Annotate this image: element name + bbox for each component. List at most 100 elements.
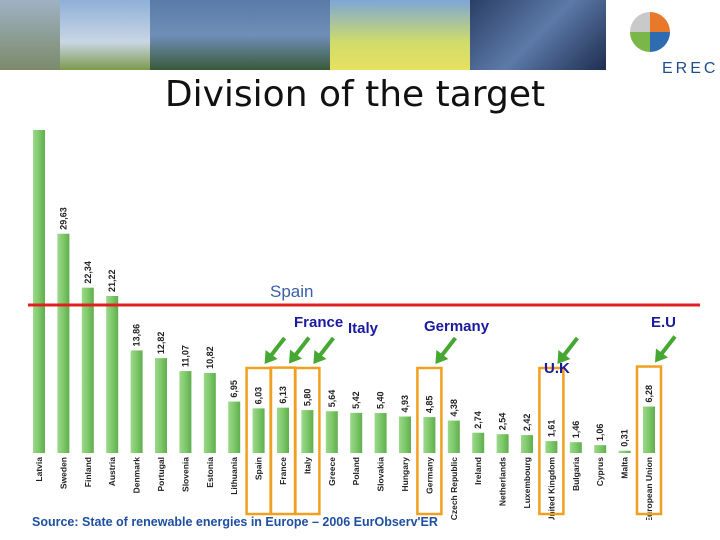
category-label-poland: Poland bbox=[351, 457, 361, 485]
value-label-greece: 5,64 bbox=[327, 390, 337, 408]
bar-czech-republic bbox=[447, 420, 460, 453]
value-label-denmark: 13,86 bbox=[132, 324, 142, 347]
source-note: Source: State of renewable energies in E… bbox=[32, 515, 438, 529]
value-label-estonia: 10,82 bbox=[205, 346, 215, 369]
annotation-france: France bbox=[294, 314, 343, 331]
category-label-netherlands: Netherlands bbox=[498, 457, 508, 506]
category-label-latvia: Latvia bbox=[34, 457, 44, 482]
value-label-italy: 5,80 bbox=[302, 389, 312, 407]
category-label-sweden: Sweden bbox=[58, 457, 68, 489]
bar-france bbox=[277, 407, 289, 453]
annotation-uk: U.K bbox=[544, 360, 570, 377]
header-banner-image bbox=[0, 0, 606, 70]
value-label-netherlands: 2,54 bbox=[498, 413, 508, 431]
category-label-germany: Germany bbox=[424, 457, 434, 494]
category-label-ireland: Ireland bbox=[473, 457, 483, 485]
bar-netherlands bbox=[496, 434, 509, 453]
bar-poland bbox=[350, 412, 363, 453]
renewable-share-chart: 44,13Latvia29,63Sweden22,34Finland21,22A… bbox=[28, 130, 700, 520]
bar-latvia bbox=[33, 130, 45, 454]
bar-hungary bbox=[399, 416, 411, 453]
bar-european-union bbox=[643, 406, 655, 453]
bar-spain bbox=[252, 408, 265, 453]
bar-bulgaria bbox=[569, 442, 582, 453]
category-label-slovakia: Slovakia bbox=[376, 457, 386, 492]
category-label-bulgaria: Bulgaria bbox=[571, 457, 581, 491]
value-label-czech-republic: 4,38 bbox=[449, 399, 459, 417]
value-label-united-kingdom: 1,61 bbox=[546, 420, 556, 438]
value-label-hungary: 4,93 bbox=[400, 395, 410, 413]
arrow-icon-european-union bbox=[655, 335, 677, 363]
bar-portugal bbox=[155, 358, 167, 453]
annotation-spain: Spain bbox=[270, 282, 313, 301]
value-label-malta: 0,31 bbox=[620, 429, 630, 447]
category-label-lithuania: Lithuania bbox=[229, 457, 239, 495]
bar-denmark bbox=[130, 350, 143, 453]
category-label-united-kingdom: United Kingdom bbox=[546, 457, 556, 520]
arrow-icon-spain bbox=[264, 336, 287, 364]
value-label-bulgaria: 1,46 bbox=[571, 421, 581, 439]
category-label-slovenia: Slovenia bbox=[180, 457, 190, 492]
bar-germany bbox=[423, 417, 436, 453]
bar-austria bbox=[106, 295, 119, 453]
value-label-portugal: 12,82 bbox=[156, 332, 166, 355]
arrow-icon-united-kingdom bbox=[557, 336, 579, 364]
category-label-france: France bbox=[278, 457, 288, 485]
bar-greece bbox=[325, 411, 338, 453]
category-label-european-union: European Union bbox=[644, 457, 654, 520]
category-label-estonia: Estonia bbox=[205, 457, 215, 488]
erec-emblem-icon bbox=[630, 12, 670, 52]
bar-cyprus bbox=[594, 445, 607, 453]
value-label-european-union: 6,28 bbox=[644, 385, 654, 403]
bar-sweden bbox=[57, 233, 70, 453]
highlight-box-european-union bbox=[635, 365, 663, 516]
bar-ireland bbox=[472, 432, 485, 453]
value-label-slovakia: 5,40 bbox=[376, 392, 386, 410]
value-label-slovenia: 11,07 bbox=[180, 345, 190, 367]
highlight-box-united-kingdom bbox=[538, 366, 565, 516]
annotation-germany: Germany bbox=[424, 318, 490, 335]
category-label-finland: Finland bbox=[83, 457, 93, 487]
arrow-icon-france bbox=[289, 336, 311, 364]
category-label-hungary: Hungary bbox=[400, 457, 410, 492]
bar-united-kingdom bbox=[545, 441, 558, 453]
value-label-finland: 22,34 bbox=[83, 261, 93, 284]
category-label-czech-republic: Czech Republic bbox=[449, 457, 459, 520]
bar-estonia bbox=[203, 372, 216, 453]
bar-italy bbox=[301, 410, 314, 453]
arrow-icon-italy bbox=[313, 336, 335, 364]
bar-slovenia bbox=[179, 371, 192, 453]
logo-text: EREC bbox=[662, 60, 719, 77]
value-label-ireland: 2,74 bbox=[473, 411, 483, 429]
annotation-eu: E.U bbox=[651, 314, 676, 331]
category-label-portugal: Portugal bbox=[156, 457, 166, 491]
value-label-poland: 5,42 bbox=[351, 391, 361, 409]
value-label-spain: 6,03 bbox=[254, 387, 264, 405]
value-label-france: 6,13 bbox=[278, 386, 288, 404]
highlight-box-italy bbox=[294, 366, 321, 516]
erec-logo: EREC bbox=[626, 12, 716, 82]
value-label-sweden: 29,63 bbox=[58, 207, 68, 230]
annotation-italy: Italy bbox=[348, 320, 379, 337]
bar-malta bbox=[618, 450, 631, 453]
category-label-malta: Malta bbox=[620, 457, 630, 479]
bar-lithuania bbox=[228, 401, 241, 453]
bar-luxembourg bbox=[521, 435, 533, 453]
category-label-spain: Spain bbox=[254, 457, 264, 480]
category-label-denmark: Denmark bbox=[132, 457, 142, 494]
highlight-box-germany bbox=[416, 366, 443, 516]
annotations-layer: Spain France Italy Germany U.K E.U bbox=[264, 282, 677, 377]
value-label-germany: 4,85 bbox=[424, 396, 434, 414]
bar-finland bbox=[81, 287, 94, 453]
value-label-lithuania: 6,95 bbox=[229, 380, 239, 398]
category-label-italy: Italy bbox=[302, 457, 312, 474]
value-label-luxembourg: 2,42 bbox=[522, 414, 532, 432]
value-label-austria: 21,22 bbox=[107, 269, 117, 292]
category-label-luxembourg: Luxembourg bbox=[522, 457, 532, 508]
value-label-cyprus: 1,06 bbox=[595, 424, 605, 442]
highlight-boxes-layer bbox=[245, 365, 663, 516]
category-label-cyprus: Cyprus bbox=[595, 457, 605, 487]
category-label-austria: Austria bbox=[107, 457, 117, 487]
slide-title: Division of the target bbox=[164, 74, 546, 115]
bar-slovakia bbox=[374, 413, 387, 453]
